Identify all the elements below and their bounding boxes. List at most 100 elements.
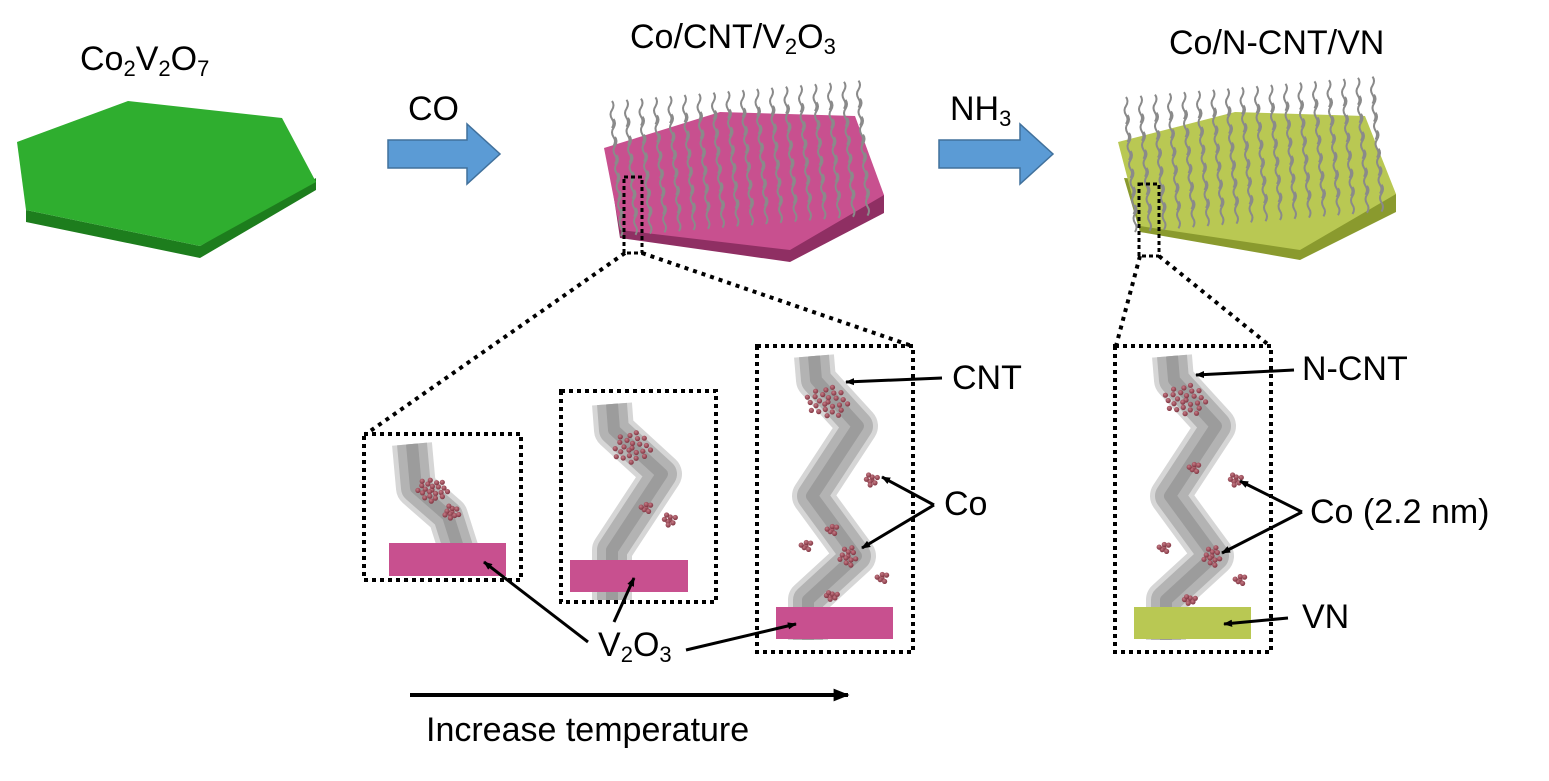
cnt-strand <box>1373 112 1378 141</box>
cnt-strand <box>1345 132 1351 161</box>
cnt-strand <box>815 119 821 148</box>
cnt-strand <box>1370 76 1375 105</box>
cnt-strand <box>1360 131 1365 160</box>
co-particle <box>834 591 840 597</box>
co-particle <box>1203 552 1209 558</box>
co-particle <box>633 430 639 436</box>
v2o3-callout-2 <box>612 577 636 623</box>
ncnt-callout <box>1195 368 1295 379</box>
cnt-strand <box>656 132 661 161</box>
cnt-strand <box>701 147 706 176</box>
co-particle <box>1170 392 1176 398</box>
co-particle <box>612 446 618 452</box>
cnt-strand <box>733 180 738 209</box>
temperature-label: Increase temperature <box>426 711 750 749</box>
co-particle <box>872 480 878 486</box>
co-particle <box>633 455 639 461</box>
cnt-strand <box>1292 191 1297 220</box>
cnt-strand <box>1271 120 1277 149</box>
co-particle <box>1237 573 1243 580</box>
co-particle <box>429 483 435 489</box>
co-particle <box>837 556 843 562</box>
co-particle <box>804 394 811 400</box>
cnt-strand <box>641 134 647 163</box>
cnt-strand <box>857 98 863 127</box>
cnt-strand <box>1284 101 1290 130</box>
cnt-strand <box>1244 140 1249 169</box>
co-particle <box>620 455 626 461</box>
cnt-strand <box>1232 178 1238 207</box>
co-particle <box>835 412 842 418</box>
cnt-strand <box>1247 176 1252 205</box>
co-particle <box>629 440 636 446</box>
cnt-strand <box>1196 90 1201 119</box>
cnt-strand <box>1329 115 1335 144</box>
co-particle <box>850 549 857 556</box>
co-particle <box>845 549 852 555</box>
co-particle <box>425 481 431 487</box>
cnt-strand <box>1263 193 1268 222</box>
cnt-strand <box>1210 89 1216 118</box>
co-particle <box>808 540 814 546</box>
cnt-strand <box>1306 190 1312 219</box>
cnt-strand <box>1157 148 1162 177</box>
co-particle <box>1171 401 1177 407</box>
cnt-strand <box>705 201 711 230</box>
cnt-strand <box>791 176 796 205</box>
cnt-strand <box>1205 198 1210 227</box>
cnt-strand <box>862 152 867 181</box>
cnt-strand <box>1174 182 1180 211</box>
co-gas-label: CO <box>408 90 459 128</box>
co-particle <box>812 394 818 400</box>
co-particle <box>624 437 630 443</box>
cnt-strand <box>1218 179 1223 208</box>
co-particle <box>640 448 646 454</box>
co-particle <box>427 477 433 483</box>
cnt-strand <box>1318 152 1323 181</box>
cnt-strand <box>1226 106 1232 135</box>
co-particle <box>813 388 819 394</box>
co-particle <box>1180 404 1186 410</box>
cnt-strand <box>1344 114 1349 143</box>
cnt-strand <box>1141 131 1146 160</box>
cnt-strand <box>1300 118 1306 147</box>
cnt-strand <box>1299 100 1304 129</box>
co-particle <box>822 406 828 412</box>
cnt-strand <box>843 99 848 128</box>
co-particle <box>1196 405 1202 411</box>
cnt-strand <box>715 146 721 175</box>
zoom-box-high-temp <box>755 344 915 654</box>
co-particle <box>1194 400 1201 406</box>
cnt-strand <box>670 131 676 160</box>
cnt-strand <box>718 182 724 211</box>
cnt-strand <box>865 188 870 217</box>
cnt-strand <box>1123 96 1129 125</box>
co-particle <box>1178 390 1184 396</box>
cnt-strand <box>1142 149 1148 178</box>
cnt-strand <box>746 161 751 190</box>
co-particle <box>638 504 644 510</box>
co-particle <box>426 489 433 495</box>
co-particle <box>1192 595 1198 601</box>
cnt-strand <box>1315 116 1320 145</box>
cnt-strand <box>1190 199 1196 228</box>
cnt-strand <box>688 166 693 195</box>
cnt-strand <box>1160 184 1165 213</box>
cnt-strand <box>1260 157 1265 186</box>
co-particle <box>823 387 829 393</box>
co-particle <box>824 413 830 419</box>
co-particle <box>433 490 439 497</box>
co-particle <box>1201 556 1207 562</box>
cnt-strand <box>798 84 803 113</box>
co-particle <box>840 397 846 403</box>
co-particle <box>1182 411 1188 417</box>
cnt-strand <box>828 100 834 129</box>
cnt-strand <box>647 206 653 235</box>
cnt-strand <box>659 168 664 197</box>
co-particle <box>1174 396 1181 402</box>
co-particle <box>648 502 654 508</box>
cnt-strand <box>756 106 761 135</box>
cnt-strand <box>611 118 616 147</box>
co-particle <box>641 453 648 459</box>
cnt-strand <box>744 143 750 172</box>
